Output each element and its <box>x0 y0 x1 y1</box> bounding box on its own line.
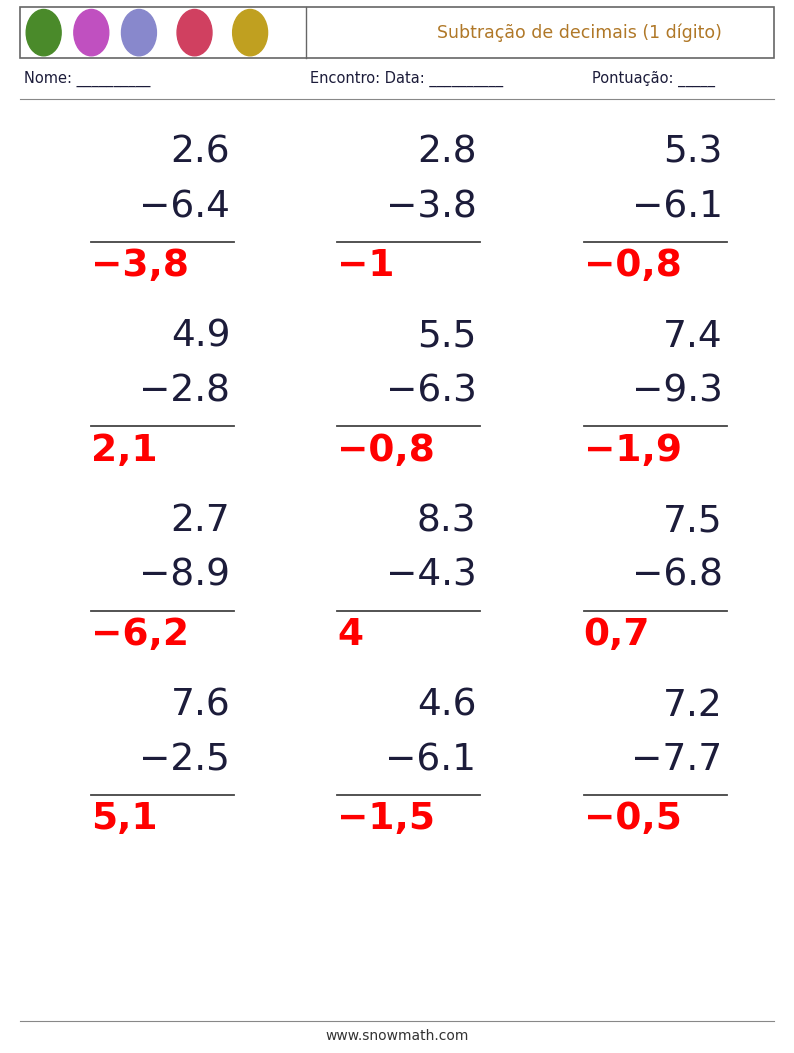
Text: 5.5: 5.5 <box>417 319 476 355</box>
Text: Pontuação: _____: Pontuação: _____ <box>592 71 715 87</box>
Circle shape <box>121 9 156 56</box>
Text: Nome: __________: Nome: __________ <box>24 71 150 87</box>
Text: −6,2: −6,2 <box>91 617 189 653</box>
Text: −8.9: −8.9 <box>139 558 230 594</box>
Text: −9.3: −9.3 <box>632 374 723 410</box>
Text: 4: 4 <box>337 617 364 653</box>
Text: −1,5: −1,5 <box>337 801 435 837</box>
Circle shape <box>26 9 61 56</box>
Text: −2.8: −2.8 <box>139 374 230 410</box>
Text: −1,9: −1,9 <box>584 433 681 469</box>
Text: −0,8: −0,8 <box>337 433 435 469</box>
Text: −2.5: −2.5 <box>140 742 230 778</box>
Text: −6.1: −6.1 <box>631 190 723 225</box>
Text: 7.4: 7.4 <box>663 319 723 355</box>
Text: Subtração de decimais (1 dígito): Subtração de decimais (1 dígito) <box>437 23 722 42</box>
Text: 7.6: 7.6 <box>171 688 230 723</box>
Text: 2.6: 2.6 <box>171 135 230 171</box>
Text: 4.6: 4.6 <box>417 688 476 723</box>
Text: −6.4: −6.4 <box>140 190 230 225</box>
Text: 5.3: 5.3 <box>663 135 723 171</box>
Text: Encontro: Data: __________: Encontro: Data: __________ <box>310 71 503 87</box>
Text: −0,5: −0,5 <box>584 801 681 837</box>
Circle shape <box>74 9 109 56</box>
Text: 5,1: 5,1 <box>91 801 158 837</box>
Text: 7.5: 7.5 <box>663 503 723 539</box>
Text: −4.3: −4.3 <box>386 558 476 594</box>
Text: −3.8: −3.8 <box>386 190 476 225</box>
Text: 0,7: 0,7 <box>584 617 650 653</box>
Bar <box>20 7 774 58</box>
Text: www.snowmath.com: www.snowmath.com <box>326 1029 468 1044</box>
Circle shape <box>177 9 212 56</box>
Text: −6.3: −6.3 <box>386 374 476 410</box>
Text: −3,8: −3,8 <box>91 249 189 284</box>
Text: −7.7: −7.7 <box>631 742 723 778</box>
Text: 8.3: 8.3 <box>417 503 476 539</box>
Text: 7.2: 7.2 <box>663 688 723 723</box>
Text: 2.7: 2.7 <box>171 503 230 539</box>
Text: 4.9: 4.9 <box>171 319 230 355</box>
Text: −6.8: −6.8 <box>631 558 723 594</box>
Text: −0,8: −0,8 <box>584 249 681 284</box>
Text: −6.1: −6.1 <box>385 742 476 778</box>
Text: 2,1: 2,1 <box>91 433 158 469</box>
Circle shape <box>233 9 268 56</box>
Text: −1: −1 <box>337 249 395 284</box>
Text: 2.8: 2.8 <box>417 135 476 171</box>
